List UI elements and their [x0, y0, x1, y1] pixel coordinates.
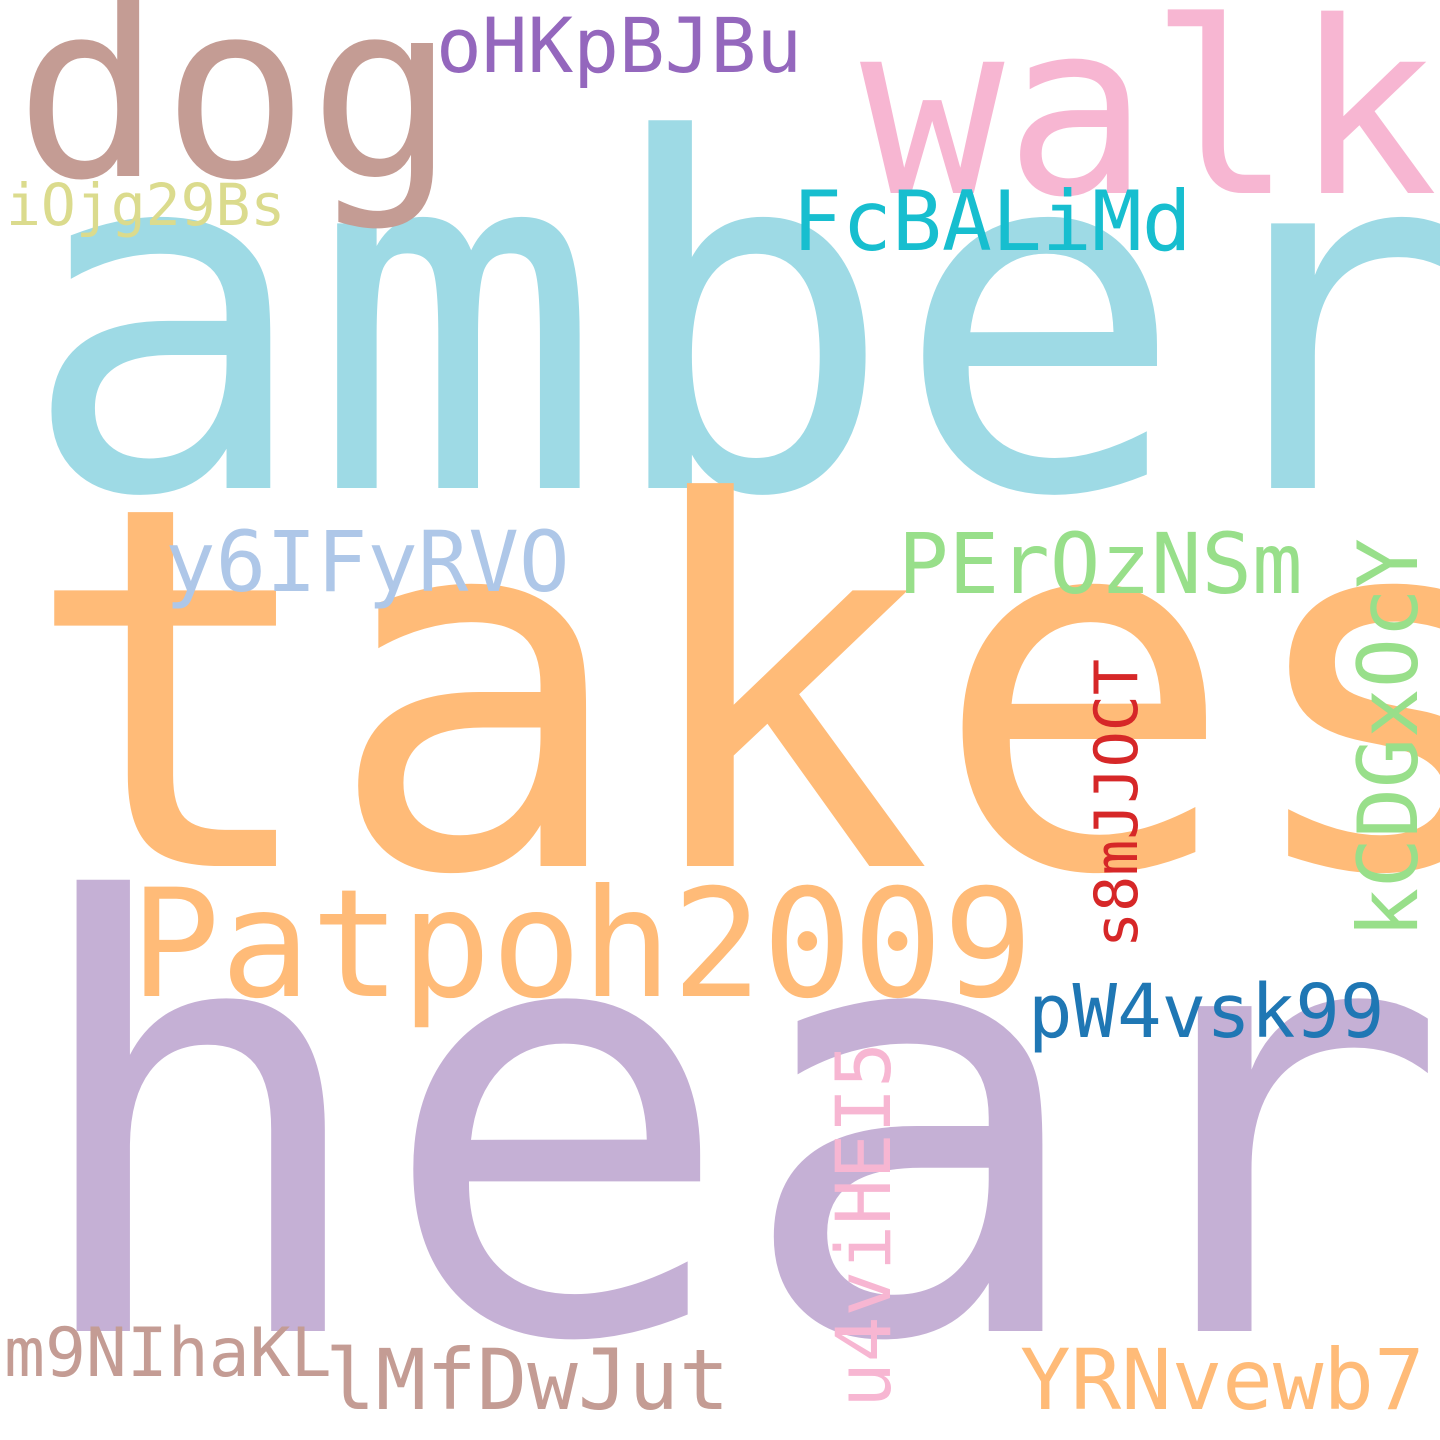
word-takes: takes [22, 398, 1440, 985]
word-ohkpbjbu: oHKpBJBu [436, 1, 803, 90]
word-iojg29bs: iOjg29Bs [6, 171, 286, 239]
word-walk: walk [860, 0, 1438, 250]
word-dog: dog [15, 0, 456, 234]
word-lmfdwjut: lMfDwJut [325, 1331, 730, 1429]
word-u4vihei5: u4viHEI5 [819, 1041, 908, 1408]
word-fcbalimd: FcBALiMd [792, 173, 1192, 270]
word-m9nihakl: m9NIhaKL [4, 1314, 332, 1393]
word-amber: amber [20, 40, 1440, 603]
word-patpoh2009: Patpoh2009 [130, 858, 1034, 1032]
word-perozNsm: PErOzNSm [898, 515, 1303, 613]
word-kcdgxocy: kCDGxOcY [1340, 538, 1437, 938]
word-s8mjjoct: s8mJJOCT [1082, 659, 1152, 948]
word-yrnvewb7: YRNvewb7 [1020, 1331, 1425, 1429]
word-pw4vsk99: pW4vsk99 [1028, 969, 1385, 1055]
word-y6ifyrvo: y6IFyRVO [165, 513, 570, 611]
